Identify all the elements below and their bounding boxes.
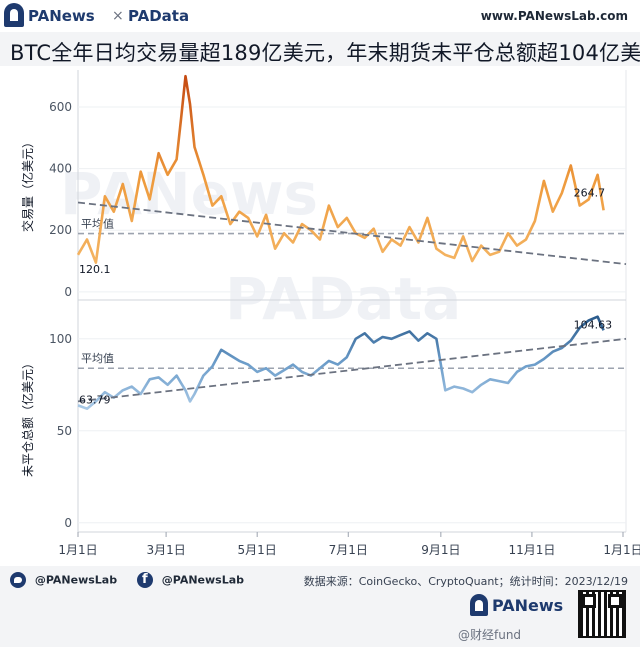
twitter-handle[interactable]: @PANewsLab xyxy=(34,573,118,587)
volume-y-tick-label: 200 xyxy=(49,223,72,237)
volume-y-tick-label: 0 xyxy=(64,285,72,299)
x-tick-label: 1月1日 xyxy=(603,543,640,557)
volume-y-axis-label: 交易量（亿美元） xyxy=(20,136,35,232)
open-interest-y-tick-label: 0 xyxy=(64,516,72,530)
facebook-handle[interactable]: @PANewsLab xyxy=(161,573,245,587)
bottom-logo: PANews xyxy=(470,592,570,620)
qr-code-icon xyxy=(578,590,626,638)
overlay-watermark-text: @财经fund xyxy=(458,628,522,642)
volume-y-tick-label: 600 xyxy=(49,100,72,114)
volume-last-value-label: 264.7 xyxy=(574,186,606,199)
top-bar: PANews × PAData www.PANewsLab.com xyxy=(0,0,640,32)
x-tick-label: 9月1日 xyxy=(421,543,460,557)
volume-first-value-label: 120.1 xyxy=(79,263,111,276)
footer-social: @PANewsLab @PANewsLab xyxy=(10,572,244,588)
bottom-logo-text: PANews xyxy=(492,596,564,615)
twitter-icon[interactable] xyxy=(10,572,26,588)
data-source: 数据来源：CoinGecko、CryptoQuant；统计时间：2023/12/… xyxy=(303,575,628,588)
brand-right: PAData xyxy=(128,7,190,25)
open-interest-last-value-label: 104.63 xyxy=(574,318,613,331)
x-tick-label: 1月1日 xyxy=(58,543,97,557)
brand-left: PANews xyxy=(28,7,95,25)
x-tick-label: 7月1日 xyxy=(329,543,368,557)
open-interest-series-line xyxy=(77,315,605,410)
volume-series-line xyxy=(76,74,605,264)
open-interest-y-tick-label: 100 xyxy=(49,332,72,346)
panews-logo-icon xyxy=(4,3,24,27)
open-interest-y-axis-label: 未平仓总额（亿美元） xyxy=(20,357,35,477)
chart-svg: 0 200 400 600 交易量（亿美元） 平均值 120.1 264.7 0 50 100 未平仓… xyxy=(20,70,640,557)
site-url: www.PANewsLab.com xyxy=(480,9,628,23)
open-interest-first-value-label: 63.79 xyxy=(79,393,111,406)
chart-panel xyxy=(0,66,640,566)
open-interest-average-label: 平均值 xyxy=(81,352,114,365)
chart-title: BTC全年日均交易量超189亿美元，年末期货未平仓总额超104亿美元 xyxy=(10,41,640,65)
volume-y-tick-label: 400 xyxy=(49,162,72,176)
x-tick-label: 3月1日 xyxy=(146,543,185,557)
brand-separator: × xyxy=(112,8,124,24)
panews-logo-icon-bottom xyxy=(470,594,488,616)
x-tick-label: 5月1日 xyxy=(238,543,277,557)
volume-average-label: 平均值 xyxy=(81,218,114,231)
x-tick-label: 11月1日 xyxy=(508,543,555,557)
volume-trend-line xyxy=(77,201,627,266)
facebook-icon[interactable] xyxy=(136,572,153,588)
open-interest-trend-line xyxy=(77,337,627,403)
open-interest-y-tick-label: 50 xyxy=(57,424,72,438)
